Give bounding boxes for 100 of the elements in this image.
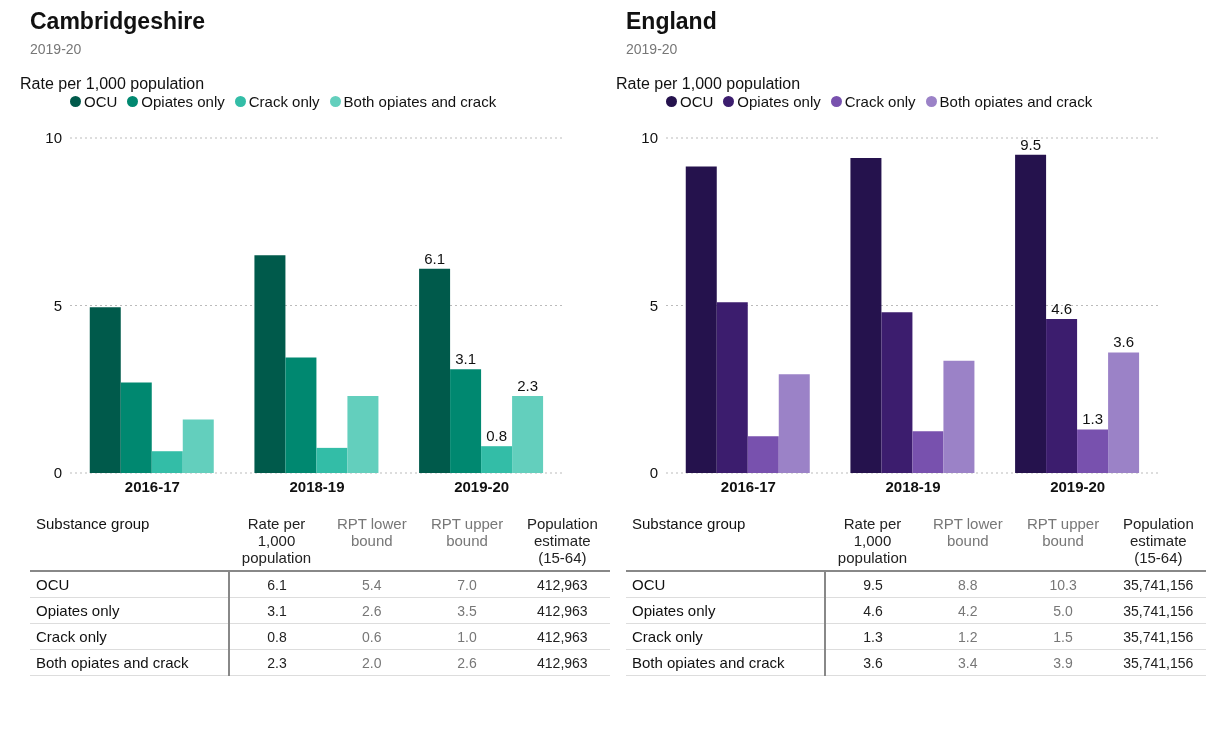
y-tick-label: 0 (649, 464, 658, 482)
legend-label: Population estimate (15-64) (514, 511, 610, 571)
bar (1077, 429, 1109, 473)
data-label: 3.1 (228, 597, 325, 624)
data-label: 2.3 (228, 649, 325, 676)
bar (1108, 352, 1140, 473)
data-label: 35,741,156 (1110, 649, 1206, 676)
category-label: Opiates only (626, 597, 825, 624)
category-label: Opiates only (30, 597, 229, 624)
category-label: Both opiates and crack (30, 649, 229, 676)
data-label: 412,963 (514, 597, 610, 624)
y-tick-label: 5 (53, 296, 62, 314)
data-label: 412,963 (514, 649, 610, 676)
bar (1046, 318, 1078, 473)
data-label: 1.0 (419, 623, 515, 650)
data-label: 35,741,156 (1110, 571, 1206, 598)
data-label: 3.9 (1015, 649, 1111, 676)
data-label: 4.6 (824, 597, 921, 624)
x-tick-label: 2019-20 (1050, 477, 1106, 495)
legend-label: Crack only (844, 93, 916, 110)
bar (881, 312, 913, 473)
legend-label: Crack only (248, 93, 320, 110)
bar (1015, 154, 1047, 473)
legend-label: Rate per 1,000 population (824, 511, 921, 571)
bar (685, 166, 717, 473)
data-label: 0.6 (324, 623, 420, 650)
text: Substance group (30, 511, 229, 571)
x-tick-label: 2016-17 (124, 477, 180, 495)
bar (512, 395, 544, 473)
y-tick-label: 5 (649, 296, 658, 314)
category-label: Both opiates and crack (626, 649, 825, 676)
y-tick-label: 0 (53, 464, 62, 482)
data-label: 3.4 (920, 649, 1016, 676)
bar (850, 158, 882, 473)
x-tick-label: 2018-19 (885, 477, 941, 495)
data-label: 2.6 (324, 597, 420, 624)
bar (450, 369, 482, 473)
bar (151, 451, 183, 473)
data-label: 3.6 (824, 649, 921, 676)
legend-label: RPT lower bound (920, 511, 1016, 571)
legend-label: RPT upper bound (1015, 511, 1111, 571)
category-label: OCU (30, 571, 229, 598)
bar (89, 307, 121, 473)
bar (716, 302, 748, 473)
data-label: 6.1 (228, 571, 325, 598)
data-label: 3.1 (455, 350, 477, 368)
bar (347, 395, 379, 473)
data-label: 10.3 (1015, 571, 1111, 598)
data-label: 1.5 (1015, 623, 1111, 650)
legend-label: Both opiates and crack (939, 93, 1093, 110)
x-tick-label: 2016-17 (720, 477, 776, 495)
data-label: 2.6 (419, 649, 515, 676)
bar (912, 431, 944, 473)
legend-label: OCU (680, 93, 714, 110)
chart-subtitle: 2019-20 (626, 41, 679, 57)
bar (419, 268, 451, 473)
bar (481, 446, 513, 473)
data-label: 35,741,156 (1110, 623, 1206, 650)
data-label: 4.6 (1051, 299, 1073, 317)
chart-subtitle: 2019-20 (30, 41, 83, 57)
data-label: 0.8 (486, 427, 508, 445)
category-label: OCU (626, 571, 825, 598)
data-label: 7.0 (419, 571, 515, 598)
bar (182, 419, 214, 473)
data-label: 412,963 (514, 623, 610, 650)
data-label: 35,741,156 (1110, 597, 1206, 624)
data-label: 2.3 (517, 376, 539, 394)
data-label: 1.3 (824, 623, 921, 650)
legend-label: Opiates only (141, 93, 225, 110)
y-axis-title: Rate per 1,000 population (20, 75, 206, 93)
y-tick-label: 10 (641, 129, 658, 147)
legend-label: Both opiates and crack (343, 93, 497, 110)
data-label: 4.2 (920, 597, 1016, 624)
bar (120, 382, 152, 473)
data-label: 5.4 (324, 571, 420, 598)
data-label: 0.8 (228, 623, 325, 650)
bar (285, 357, 317, 473)
legend-label: Opiates only (737, 93, 821, 110)
category-label: Crack only (30, 623, 229, 650)
data-label: 412,963 (514, 571, 610, 598)
bar (943, 360, 975, 473)
legend-label: RPT lower bound (324, 511, 420, 571)
category-label: Crack only (626, 623, 825, 650)
x-tick-label: 2019-20 (454, 477, 510, 495)
legend-label: RPT upper bound (419, 511, 515, 571)
bar (254, 255, 286, 473)
bar (778, 374, 810, 473)
legend-label: Rate per 1,000 population (228, 511, 325, 571)
data-label: 6.1 (424, 249, 446, 267)
chart-title: Cambridgeshire (30, 8, 207, 35)
data-label: 5.0 (1015, 597, 1111, 624)
data-label: 9.5 (824, 571, 921, 598)
text: Substance group (626, 511, 825, 571)
bar (747, 436, 779, 473)
data-label: 3.6 (1113, 333, 1135, 351)
chart-title: England (626, 8, 718, 35)
x-tick-label: 2018-19 (289, 477, 345, 495)
legend-label: Population estimate (15-64) (1110, 511, 1206, 571)
data-label: 2.0 (324, 649, 420, 676)
bar (316, 447, 348, 473)
